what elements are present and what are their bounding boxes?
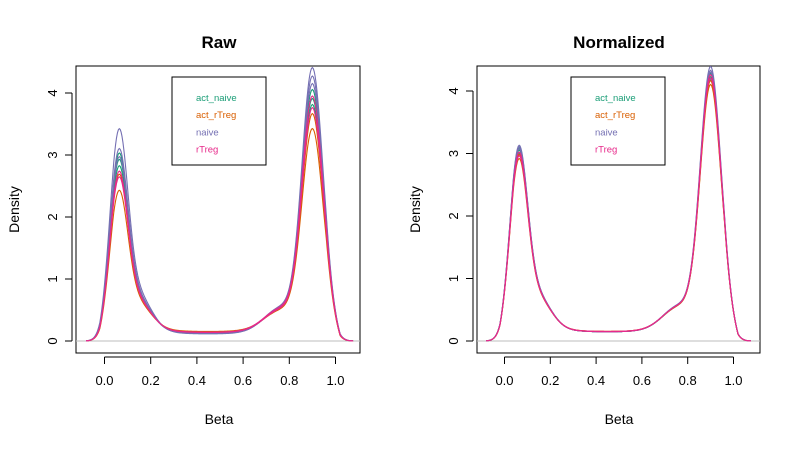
x-tick-label: 0.0 — [95, 373, 113, 388]
series-group — [85, 66, 354, 342]
plot-frame — [476, 65, 761, 354]
y-tick-label: 3 — [45, 151, 60, 158]
legend-entry-act_rTreg: act_rTreg — [196, 110, 236, 121]
y-tick-label: 3 — [446, 150, 461, 157]
x-tick-label: 1.0 — [724, 373, 742, 388]
legend-entry-naive: naive — [595, 127, 618, 138]
chart-title: Raw — [202, 33, 238, 52]
x-tick-label: 0.2 — [541, 373, 559, 388]
x-tick-label: 0.4 — [188, 373, 206, 388]
x-axis-label: Beta — [205, 411, 234, 427]
chart-panel-2: Normalized 0.0 0.2 0.4 0.6 0.8 1.0 0 1 2 3 4 Beta Den… — [407, 33, 761, 427]
x-tick-label: 0.4 — [587, 373, 605, 388]
x-axis-label: Beta — [605, 411, 634, 427]
y-axis-label: Density — [6, 186, 22, 233]
series-line-rTreg — [85, 95, 354, 342]
chart-title: Normalized — [573, 33, 665, 52]
x-tick-label: 0.0 — [495, 373, 513, 388]
y-tick-label: 2 — [45, 213, 60, 220]
x-tick-label: 0.8 — [280, 373, 298, 388]
series-group — [486, 66, 751, 342]
x-tick-label: 0.6 — [234, 373, 252, 388]
x-tick-label: 0.2 — [142, 373, 160, 388]
x-tick-label: 0.8 — [679, 373, 697, 388]
chart-panel-1: Raw 0.0 0.2 0.4 0.6 0.8 1.0 0 1 2 3 4 Beta Density act… — [6, 33, 361, 427]
y-tick-label: 0 — [446, 337, 461, 344]
legend-box — [171, 76, 267, 166]
y-tick-label: 2 — [446, 212, 461, 219]
plot-frame — [75, 65, 361, 354]
series-line-act_rTreg — [85, 127, 354, 342]
legend-entry-naive: naive — [196, 127, 219, 138]
legend-box — [570, 76, 666, 166]
legend-entry-act_naive: act_naive — [196, 93, 237, 104]
x-tick-label: 0.6 — [633, 373, 651, 388]
y-axis-label: Density — [407, 186, 423, 233]
y-tick-label: 4 — [446, 87, 461, 94]
series-line-naive — [85, 82, 354, 342]
y-tick-label: 1 — [45, 275, 60, 282]
legend-entry-rTreg: rTreg — [595, 145, 617, 156]
x-tick-label: 1.0 — [326, 373, 344, 388]
series-line-rTreg — [486, 77, 751, 342]
y-tick-label: 0 — [45, 337, 60, 344]
legend-entry-rTreg: rTreg — [196, 145, 218, 156]
y-tick-label: 4 — [45, 89, 60, 96]
legend-entry-act_rTreg: act_rTreg — [595, 110, 635, 121]
legend-entry-act_naive: act_naive — [595, 93, 636, 104]
y-tick-label: 1 — [446, 275, 461, 282]
